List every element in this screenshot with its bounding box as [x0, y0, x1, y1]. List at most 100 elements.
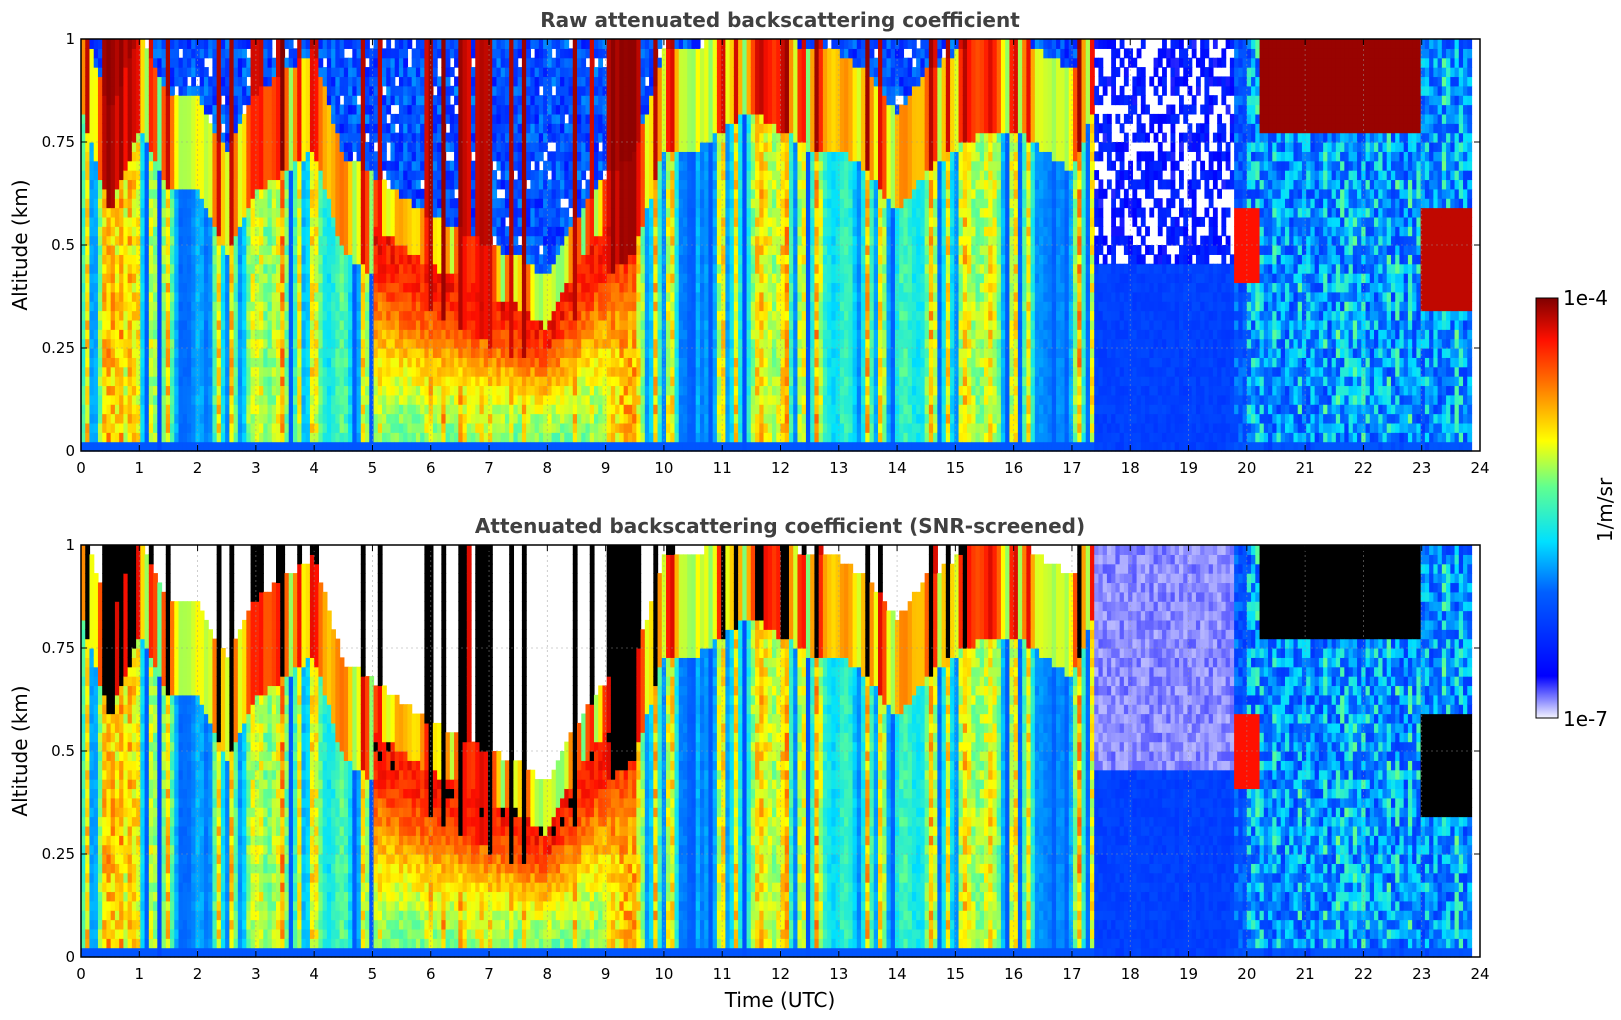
heatmap-cell	[348, 422, 353, 433]
heatmap-cell	[254, 170, 260, 181]
heatmap-cell	[348, 207, 353, 218]
heatmap-cell	[471, 376, 476, 387]
heatmap-cell	[365, 226, 370, 237]
heatmap-cell	[348, 188, 353, 199]
heatmap-cell	[140, 413, 146, 424]
heatmap-cell	[140, 198, 146, 209]
heatmap-cell	[297, 198, 303, 209]
heatmap-cell	[462, 67, 468, 78]
heatmap-cell	[462, 394, 468, 405]
heatmap-cell	[513, 357, 519, 368]
heatmap-cell	[110, 151, 116, 162]
heatmap-cell	[454, 160, 459, 171]
heatmap-cell	[292, 151, 298, 162]
heatmap-cell	[284, 385, 290, 396]
heatmap-cell	[271, 329, 277, 340]
heatmap-cell	[178, 376, 184, 387]
heatmap-cell	[360, 39, 366, 49]
heatmap-cell	[322, 404, 328, 415]
heatmap-cell	[403, 338, 409, 349]
heatmap-cell	[348, 123, 353, 134]
heatmap-cell	[93, 198, 99, 209]
heatmap-cell	[509, 376, 515, 387]
heatmap-cell	[212, 48, 218, 59]
heatmap-cell	[462, 301, 468, 312]
heatmap-cell	[360, 76, 366, 87]
heatmap-cell	[191, 85, 197, 96]
heatmap-cell	[225, 254, 230, 265]
heatmap-cell	[157, 319, 163, 330]
heatmap-cell	[314, 48, 320, 59]
heatmap-cell	[119, 394, 124, 405]
heatmap-cell	[110, 385, 116, 396]
heatmap-cell	[119, 254, 124, 265]
heatmap-cell	[331, 151, 336, 162]
heatmap-cell	[284, 76, 290, 87]
heatmap-cell	[348, 310, 353, 321]
heatmap-cell	[203, 76, 209, 87]
heatmap-cell	[390, 179, 396, 190]
heatmap-cell	[335, 273, 341, 284]
heatmap-cell	[157, 132, 163, 143]
heatmap-cell	[225, 39, 230, 49]
heatmap-cell	[199, 104, 205, 115]
heatmap-cell	[475, 132, 481, 143]
heatmap-cell	[513, 160, 519, 171]
heatmap-cell	[267, 263, 273, 274]
heatmap-cell	[297, 329, 303, 340]
heatmap-cell	[93, 85, 99, 96]
heatmap-cell	[369, 245, 375, 255]
heatmap-cell	[411, 67, 417, 78]
heatmap-cell	[123, 113, 129, 124]
heatmap-cell	[331, 76, 336, 87]
heatmap-cell	[526, 104, 531, 115]
heatmap-cell	[165, 441, 171, 452]
heatmap-cell	[309, 39, 315, 49]
heatmap-cell	[191, 385, 197, 396]
heatmap-cell	[403, 366, 409, 377]
heatmap-cell	[365, 432, 370, 443]
heatmap-cell	[373, 198, 379, 209]
heatmap-cell	[500, 179, 506, 190]
heatmap-cell	[547, 151, 553, 162]
heatmap-cell	[454, 123, 459, 134]
heatmap-cell	[246, 226, 252, 237]
heatmap-cell	[212, 123, 218, 134]
heatmap-cell	[280, 413, 286, 424]
heatmap-cell	[292, 113, 298, 124]
heatmap-cell	[263, 132, 269, 143]
heatmap-cell	[356, 348, 362, 358]
heatmap-cell	[373, 226, 379, 237]
heatmap-cell	[93, 432, 99, 443]
heatmap-cell	[301, 179, 307, 190]
heatmap-cell	[369, 57, 375, 68]
heatmap-cell	[220, 273, 226, 284]
heatmap-cell	[369, 394, 375, 405]
heatmap-cell	[114, 188, 120, 199]
heatmap-cell	[237, 188, 243, 199]
heatmap-cell	[432, 123, 438, 134]
heatmap-cell	[119, 48, 124, 59]
heatmap-cell	[509, 226, 515, 237]
heatmap-cell	[390, 85, 396, 96]
heatmap-cell	[454, 216, 459, 227]
heatmap-cell	[229, 235, 235, 246]
heatmap-cell	[534, 179, 540, 190]
heatmap-cell	[560, 263, 565, 274]
heatmap-cell	[466, 385, 472, 396]
heatmap-cell	[288, 301, 294, 312]
heatmap-cell	[305, 413, 311, 424]
heatmap-cell	[377, 113, 383, 124]
heatmap-cell	[475, 254, 481, 265]
heatmap-cell	[560, 357, 565, 368]
heatmap-cell	[394, 48, 400, 59]
heatmap-cell	[365, 142, 370, 152]
heatmap-cell	[322, 441, 328, 452]
heatmap-cell	[475, 142, 481, 152]
heatmap-cell	[343, 104, 349, 115]
heatmap-cell	[504, 413, 510, 424]
heatmap-cell	[449, 67, 455, 78]
heatmap-cell	[110, 160, 116, 171]
heatmap-cell	[534, 235, 540, 246]
heatmap-cell	[517, 432, 523, 443]
